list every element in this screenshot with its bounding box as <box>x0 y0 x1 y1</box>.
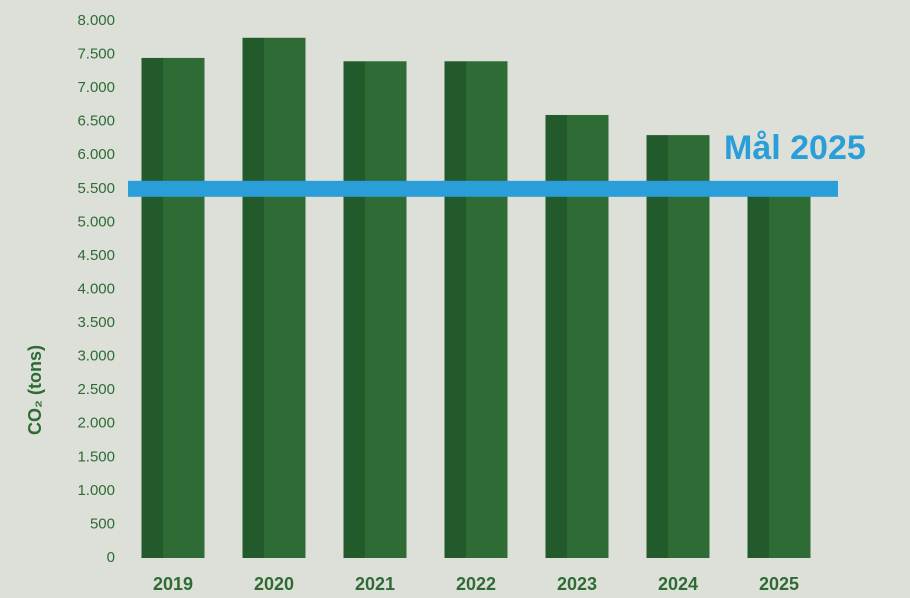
x-tick-label: 2023 <box>557 574 597 594</box>
y-tick-label: 7.500 <box>77 46 115 63</box>
y-tick-label: 3.000 <box>77 348 115 365</box>
x-tick-label: 2022 <box>456 574 496 594</box>
bar <box>141 57 205 558</box>
x-tick-label: 2019 <box>153 574 193 594</box>
y-tick-label: 5.000 <box>77 213 115 230</box>
bar <box>747 188 811 558</box>
y-tick-label: 3.500 <box>77 314 115 331</box>
y-tick-label: 7.000 <box>77 79 115 96</box>
bar <box>242 37 306 558</box>
y-tick-label: 4.000 <box>77 280 115 297</box>
bar <box>343 61 407 559</box>
x-tick-label: 2024 <box>658 574 698 594</box>
y-tick-label: 2.500 <box>77 381 115 398</box>
x-tick-label: 2021 <box>355 574 395 594</box>
bar <box>444 61 508 559</box>
y-tick-label: 1.000 <box>77 482 115 499</box>
y-tick-label: 8.000 <box>77 12 115 29</box>
x-tick-label: 2020 <box>254 574 294 594</box>
target-label: Mål 2025 <box>724 129 866 167</box>
y-tick-label: 6.500 <box>77 113 115 130</box>
y-tick-label: 4.500 <box>77 247 115 264</box>
y-tick-label: 2.000 <box>77 415 115 432</box>
target-line <box>128 180 838 197</box>
y-tick-label: 500 <box>90 515 115 532</box>
x-tick-label: 2025 <box>759 574 799 594</box>
bar <box>646 135 710 559</box>
y-tick-label: 5.500 <box>77 180 115 197</box>
y-tick-label: 1.500 <box>77 448 115 465</box>
y-axis-label: CO₂ (tons) <box>25 345 45 435</box>
y-tick-label: 0 <box>107 549 115 566</box>
y-tick-label: 6.000 <box>77 146 115 163</box>
